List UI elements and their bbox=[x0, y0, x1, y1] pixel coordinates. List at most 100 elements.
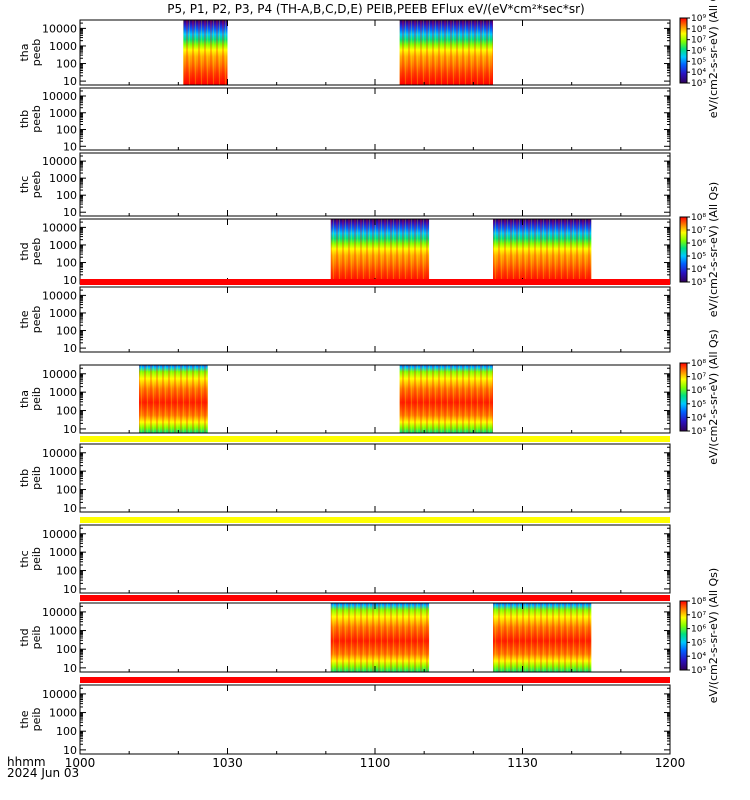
colorbar-tick-label: 10⁹ bbox=[691, 14, 706, 24]
colorbar-tick-label: 10⁴ bbox=[691, 413, 706, 423]
y-tick-label: 1000 bbox=[49, 107, 77, 120]
y-tick-label: 10 bbox=[63, 342, 77, 355]
x-tick-label: 1200 bbox=[655, 756, 686, 770]
y-tick-label: 100 bbox=[56, 725, 77, 738]
panel-label-line1: thb bbox=[18, 469, 31, 487]
panel-the-peib: 10 100 1000 10000 the peib bbox=[18, 677, 671, 757]
colorbar-tick-label: 10⁶ bbox=[691, 239, 706, 249]
panel-frame bbox=[79, 524, 671, 594]
y-tick-label: 10 bbox=[63, 274, 77, 287]
colorbar-tick-label: 10⁵ bbox=[691, 400, 706, 410]
panel-label-line2: peeb bbox=[30, 171, 43, 199]
x-tick-label: 1030 bbox=[212, 756, 243, 770]
panel-thc-peib: 10 100 1000 10000 thc peib bbox=[18, 517, 671, 596]
panel-label-line2: peib bbox=[30, 626, 43, 650]
panel-label-line1: thc bbox=[18, 550, 31, 567]
panel-label-line1: the bbox=[18, 710, 31, 728]
colorbar-tick-label: 10⁵ bbox=[691, 638, 706, 648]
panel-frame bbox=[79, 19, 671, 86]
panel-label-line2: peib bbox=[30, 387, 43, 411]
colorbar-tick-label: 10⁸ bbox=[691, 359, 706, 369]
y-tick-label: 10000 bbox=[42, 155, 77, 168]
y-tick-label: 1000 bbox=[49, 625, 77, 638]
y-tick-label: 10000 bbox=[42, 528, 77, 541]
panel-label-line2: peeb bbox=[30, 306, 43, 334]
y-tick-label: 10 bbox=[63, 423, 77, 436]
panel-frame bbox=[79, 684, 671, 755]
y-tick-label: 1000 bbox=[49, 465, 77, 478]
x-date-label: 2024 Jun 03 bbox=[7, 766, 79, 780]
status-band bbox=[80, 517, 670, 523]
panel-frame bbox=[79, 87, 671, 151]
colorbar-tick-label: 10³ bbox=[691, 79, 706, 89]
y-tick-label: 10000 bbox=[42, 606, 77, 619]
panel-thb-peib: 10 100 1000 10000 thb peib bbox=[18, 436, 671, 515]
y-tick-label: 1000 bbox=[49, 707, 77, 720]
colorbar-tick-label: 10⁴ bbox=[691, 265, 706, 275]
spectrogram-texture bbox=[183, 20, 228, 85]
y-tick-label: 100 bbox=[56, 189, 77, 202]
panel-label-line1: tha bbox=[18, 43, 31, 61]
y-tick-label: 100 bbox=[56, 643, 77, 656]
status-band bbox=[80, 595, 670, 601]
y-tick-label: 100 bbox=[56, 484, 77, 497]
panel-frame bbox=[79, 443, 671, 513]
colorbar-label: eV/(cm2-s-sr-eV) (All Qs) bbox=[707, 568, 720, 703]
panel-label-line2: peeb bbox=[30, 39, 43, 67]
panel-thc-peeb: 10 100 1000 10000 thc peeb bbox=[18, 152, 671, 219]
y-tick-label: 10000 bbox=[42, 221, 77, 234]
x-tick-label: 1130 bbox=[507, 756, 538, 770]
colorbar-label: eV/(cm2-s-sr-eV) (All Qs) bbox=[707, 182, 720, 317]
colorbar-tick-label: 10³ bbox=[691, 278, 706, 288]
status-band bbox=[80, 436, 670, 442]
colorbar bbox=[679, 600, 688, 671]
y-tick-label: 100 bbox=[56, 257, 77, 270]
colorbar bbox=[679, 216, 688, 283]
y-tick-label: 100 bbox=[56, 405, 77, 418]
colorbar-tick-label: 10⁶ bbox=[691, 386, 706, 396]
spectrogram-texture bbox=[493, 603, 592, 672]
y-tick-label: 10000 bbox=[42, 447, 77, 460]
colorbar-tick-label: 10⁸ bbox=[691, 597, 706, 607]
colorbar-tick-label: 10⁷ bbox=[691, 36, 706, 46]
colorbar-tick-label: 10⁸ bbox=[691, 25, 706, 35]
y-tick-label: 1000 bbox=[49, 386, 77, 399]
panel-label-line2: peeb bbox=[30, 238, 43, 266]
status-band bbox=[80, 677, 670, 683]
y-tick-label: 1000 bbox=[49, 172, 77, 185]
y-tick-label: 1000 bbox=[49, 307, 77, 320]
chart-title: P5, P1, P2, P3, P4 (TH-A,B,C,D,E) PEIB,P… bbox=[167, 2, 584, 16]
y-tick-label: 10000 bbox=[42, 688, 77, 701]
y-tick-label: 100 bbox=[56, 58, 77, 71]
spectrogram-texture bbox=[139, 365, 208, 433]
panel-label-line1: thd bbox=[18, 242, 31, 260]
y-tick-label: 10 bbox=[63, 502, 77, 515]
panel-frame bbox=[79, 286, 671, 353]
colorbar-tick-label: 10⁸ bbox=[691, 213, 706, 223]
colorbar-label: eV/(cm2-s-sr-eV) (All Qs) bbox=[707, 0, 720, 118]
colorbar-tick-label: 10³ bbox=[691, 427, 706, 437]
panel-label-line2: peib bbox=[30, 708, 43, 732]
colorbar bbox=[679, 17, 688, 84]
y-tick-label: 10 bbox=[63, 140, 77, 153]
y-tick-label: 1000 bbox=[49, 546, 77, 559]
panel-label-line1: thc bbox=[18, 176, 31, 193]
y-tick-label: 100 bbox=[56, 325, 77, 338]
colorbar-tick-label: 10⁵ bbox=[691, 57, 706, 67]
colorbar-tick-label: 10⁵ bbox=[691, 252, 706, 262]
x-tick-label: 1000 bbox=[65, 756, 96, 770]
y-tick-label: 100 bbox=[56, 124, 77, 137]
colorbar-tick-label: 10⁶ bbox=[691, 625, 706, 635]
spectrogram-texture bbox=[330, 603, 430, 672]
y-tick-label: 10 bbox=[63, 206, 77, 219]
x-tick-labels: 1000 1030 1100 1130 1200 bbox=[65, 756, 686, 770]
colorbar-tick-label: 10⁴ bbox=[691, 652, 706, 662]
colorbar-tick-label: 10⁷ bbox=[691, 226, 706, 236]
colorbar bbox=[679, 362, 688, 432]
panel-thd-peib: 10 100 1000 10000 thd peib 10³ 10⁴ 10⁵ 10⁶ 10⁷ 10⁸ e… bbox=[18, 568, 720, 703]
y-tick-label: 10000 bbox=[42, 289, 77, 302]
colorbar-label: eV/(cm2-s-sr-eV) (All Qs) bbox=[707, 329, 720, 464]
